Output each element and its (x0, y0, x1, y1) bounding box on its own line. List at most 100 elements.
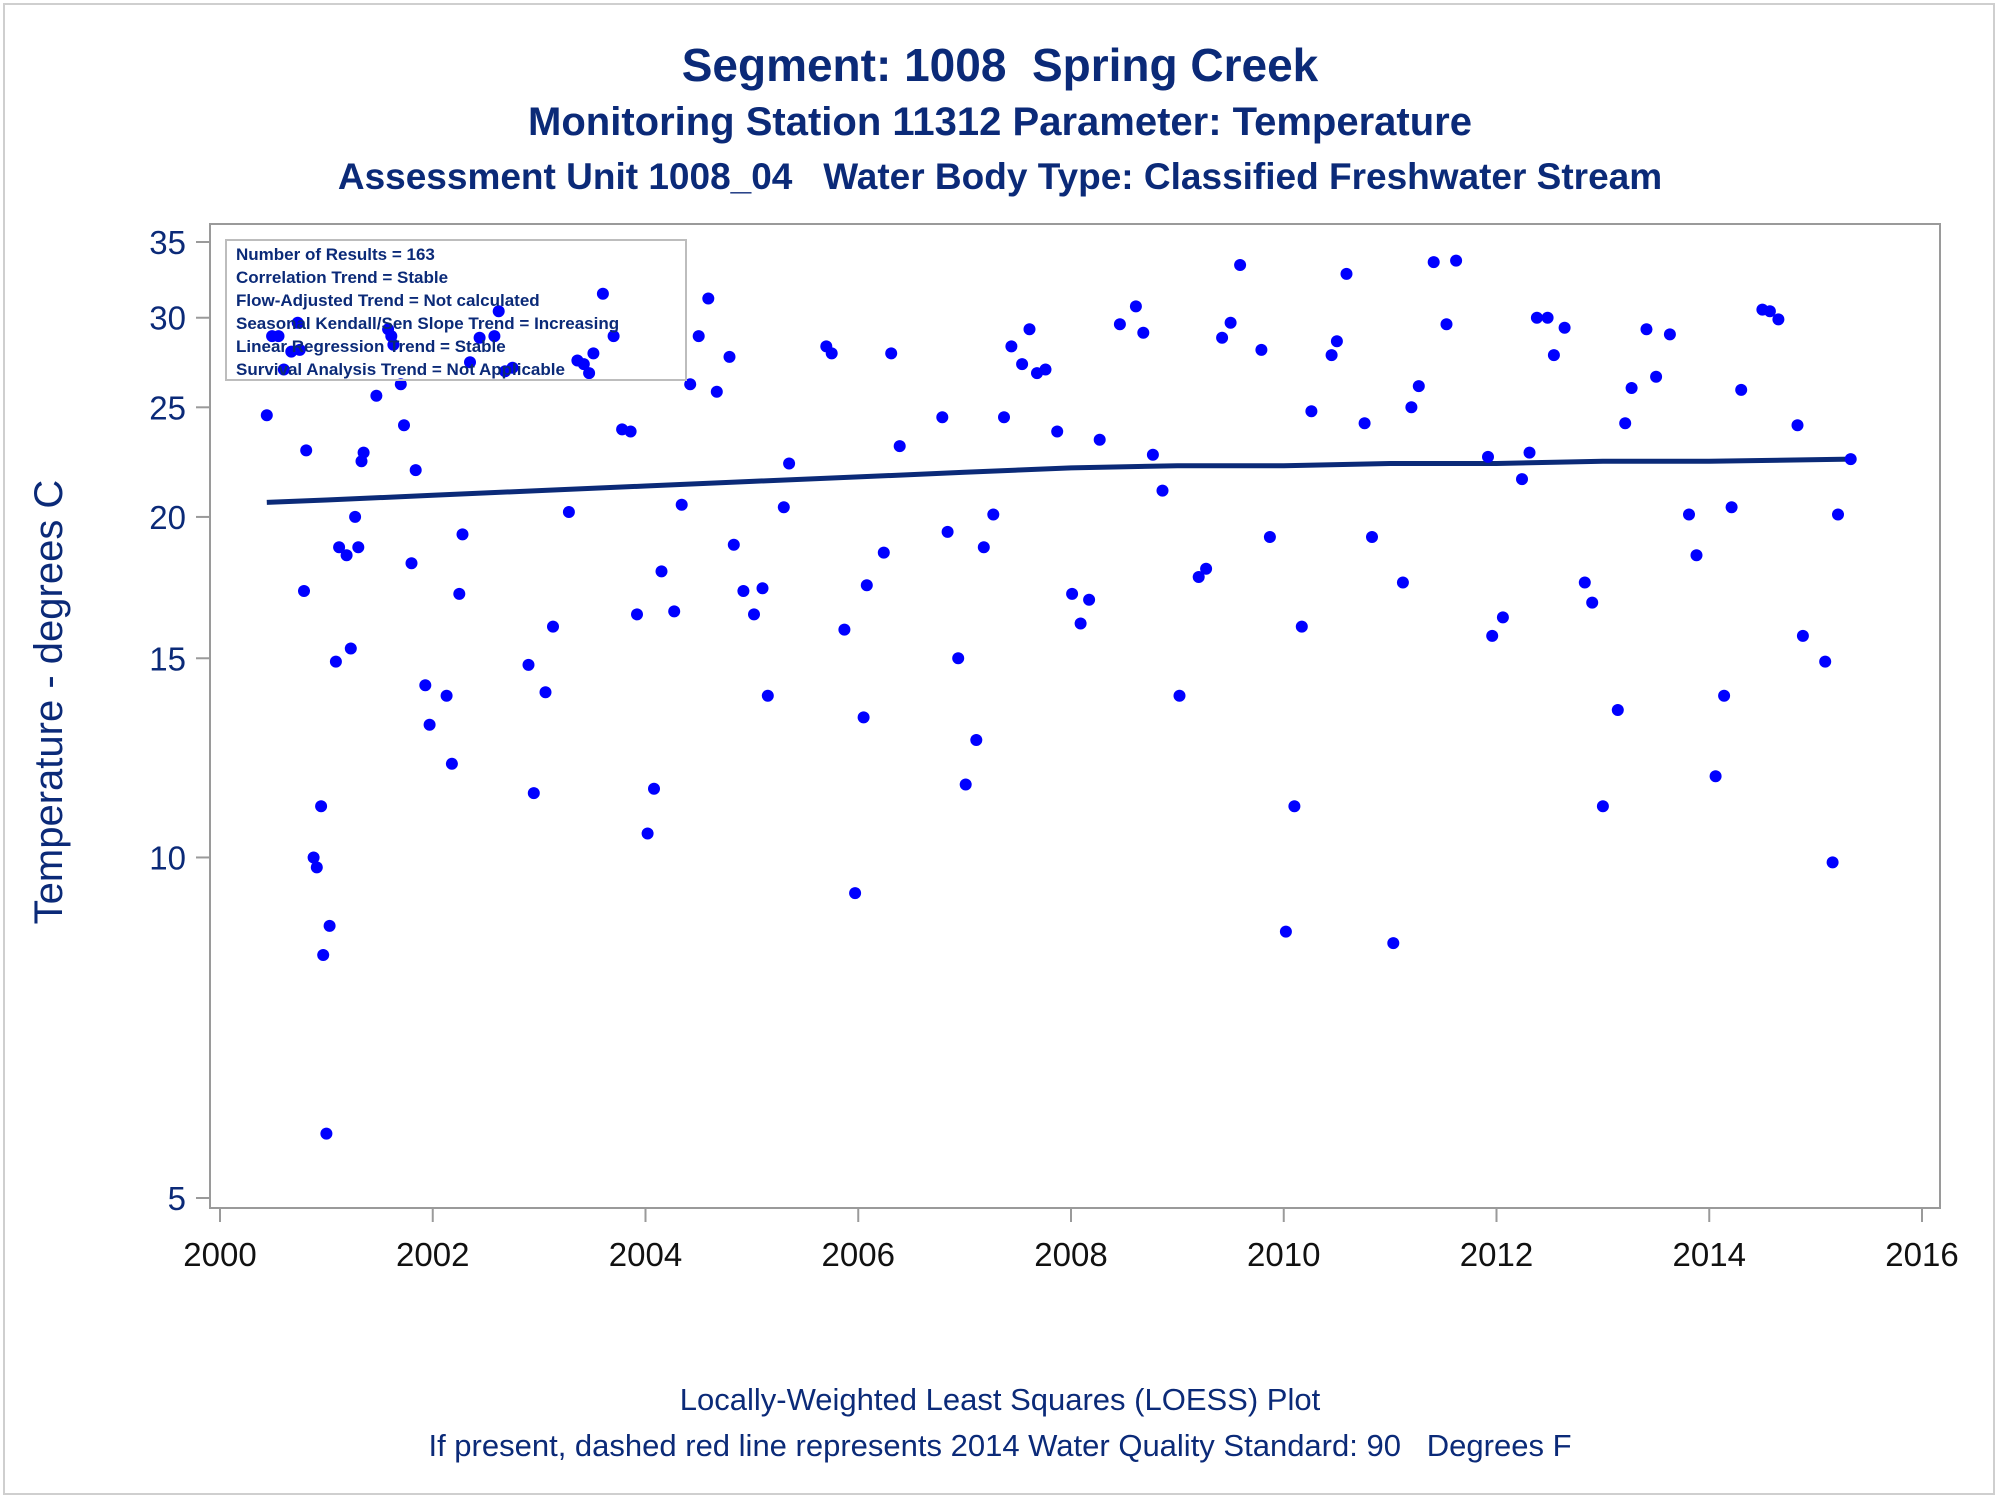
data-point (959, 778, 972, 791)
x-tick-label: 2012 (1460, 1236, 1533, 1273)
stats-box-border (225, 239, 687, 381)
data-point (1650, 370, 1663, 383)
data-point (527, 787, 540, 800)
data-point (298, 585, 310, 597)
data-point (440, 689, 453, 702)
data-point (1683, 508, 1695, 521)
data-point (849, 887, 862, 900)
data-point (300, 444, 313, 457)
data-point (1725, 501, 1738, 514)
data-point (1482, 450, 1494, 463)
data-point (1796, 629, 1809, 642)
data-point (1113, 318, 1126, 331)
x-tick-label: 2016 (1885, 1236, 1958, 1273)
y-tick-label: 5 (168, 1180, 186, 1217)
data-point (1412, 380, 1425, 393)
data-point (1596, 800, 1609, 813)
data-point (1735, 383, 1748, 396)
data-point (1826, 856, 1839, 869)
y-tick-label: 15 (149, 640, 186, 677)
data-point (506, 361, 519, 374)
data-point (473, 331, 486, 344)
data-point (344, 642, 357, 655)
data-point (1619, 417, 1632, 430)
data-point (1496, 611, 1509, 624)
data-point (941, 525, 954, 538)
data-point (1023, 323, 1036, 336)
data-point (893, 440, 906, 453)
data-point (488, 330, 501, 343)
data-point (1093, 433, 1106, 446)
data-point (1279, 925, 1292, 938)
stats-line: Seasonal Kendall/Sen Slope Trend = Incre… (236, 314, 619, 333)
data-point (1523, 446, 1536, 459)
data-point (1137, 326, 1150, 339)
data-point (1051, 425, 1064, 438)
data-point (522, 658, 535, 671)
data-point (315, 800, 328, 813)
data-point (423, 718, 436, 731)
data-point (596, 287, 609, 300)
y-tick-label: 10 (149, 839, 186, 876)
data-point (577, 358, 590, 371)
data-point (1541, 311, 1554, 324)
chart-subtitle: Monitoring Station 11312 Parameter: Temp… (528, 100, 1472, 144)
data-point (1586, 596, 1599, 609)
data-point (492, 305, 505, 318)
data-point (1234, 259, 1247, 271)
data-point (1396, 576, 1409, 589)
data-point (1325, 349, 1338, 362)
data-point (727, 538, 740, 551)
data-point (987, 508, 1000, 521)
data-point (1578, 576, 1591, 589)
stats-line: Flow-Adjusted Trend = Not calculated (236, 291, 540, 310)
data-point (1709, 770, 1722, 783)
data-point (1039, 363, 1052, 376)
y-tick-label: 30 (149, 300, 186, 337)
data-point (723, 350, 736, 363)
stats-line: Number of Results = 163 (236, 245, 435, 264)
data-point (1844, 453, 1857, 466)
data-point (692, 330, 705, 343)
data-point (398, 419, 410, 432)
data-points (260, 254, 1857, 1140)
data-point (1611, 704, 1624, 716)
data-point (340, 549, 353, 562)
data-point (1005, 340, 1018, 353)
data-point (641, 827, 654, 840)
chart-title: Segment: 1008 Spring Creek (681, 39, 1319, 91)
data-point (1340, 267, 1353, 280)
data-point (352, 541, 365, 554)
chart-subtitle-2: Assessment Unit 1008_04 Water Body Type:… (337, 156, 1663, 197)
data-point (1366, 531, 1378, 543)
stats-line: Correlation Trend = Stable (236, 268, 448, 287)
y-tick-label: 25 (149, 389, 186, 426)
data-point (1330, 335, 1343, 348)
data-point (1547, 349, 1560, 362)
data-point (1427, 256, 1440, 269)
data-point (977, 541, 990, 554)
footnote-standard: If present, dashed red line represents 2… (428, 1428, 1572, 1463)
data-point (675, 498, 688, 511)
data-point (1263, 531, 1276, 543)
data-point (1486, 629, 1499, 642)
data-point (748, 608, 760, 621)
data-point (1516, 473, 1528, 486)
x-tick-label: 2008 (1034, 1236, 1107, 1273)
data-point (860, 579, 873, 592)
data-point (370, 389, 383, 402)
stats-box: Number of Results = 163 Correlation Trend… (225, 239, 687, 381)
data-point (1066, 587, 1079, 600)
data-point (1224, 316, 1237, 329)
data-point (838, 623, 851, 636)
data-point (1016, 358, 1029, 371)
data-point (409, 464, 422, 477)
data-point (405, 557, 418, 570)
data-point (857, 711, 870, 724)
data-point (583, 367, 596, 380)
data-point (445, 757, 458, 770)
data-point (272, 330, 285, 343)
loess-trend-line (266, 456, 1851, 505)
data-point (307, 851, 320, 864)
